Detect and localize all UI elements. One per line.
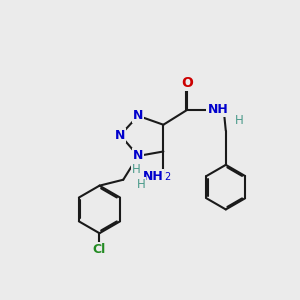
Text: Cl: Cl (93, 243, 106, 256)
Text: O: O (181, 76, 193, 90)
Text: N: N (115, 129, 125, 142)
Text: H: H (137, 178, 146, 191)
Text: H: H (235, 114, 244, 127)
Text: N: N (133, 109, 143, 122)
Text: H: H (132, 163, 141, 176)
Text: 2: 2 (165, 172, 171, 182)
Text: NH: NH (142, 170, 163, 183)
Text: N: N (133, 149, 143, 162)
Text: NH: NH (207, 103, 228, 116)
